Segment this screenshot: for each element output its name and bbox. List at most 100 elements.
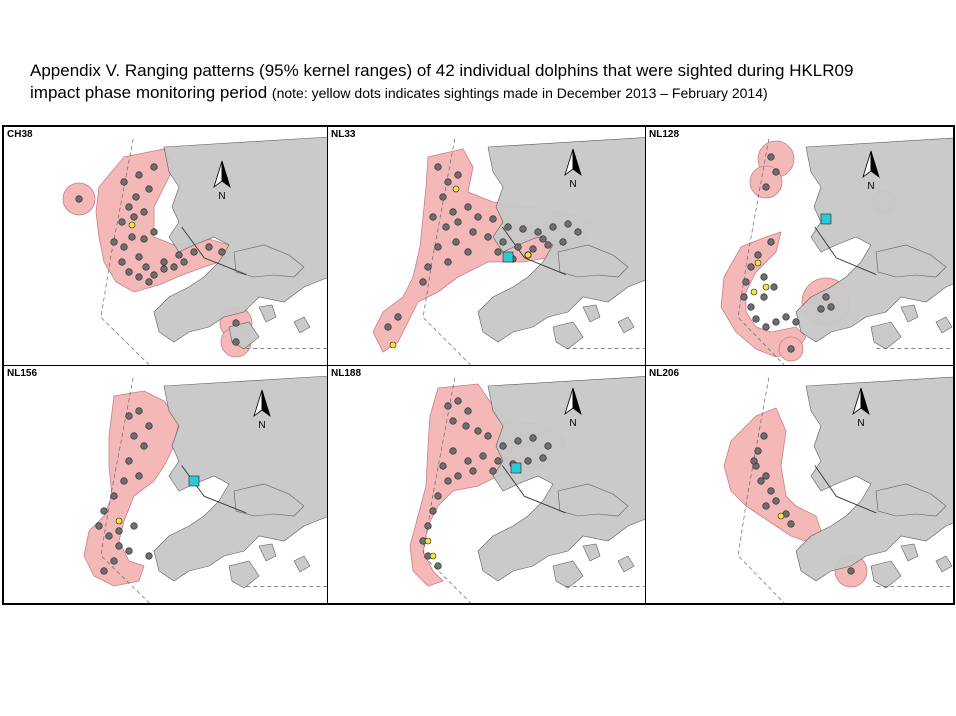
sighting-dot — [100, 567, 108, 575]
landmass — [875, 244, 947, 278]
bridge-line — [814, 226, 877, 275]
map-svg: N — [372, 137, 645, 365]
sighting-dot — [135, 171, 143, 179]
sighting-dot — [175, 251, 183, 259]
recent-sighting-dot — [524, 251, 532, 259]
sighting-dot — [449, 447, 457, 455]
sighting-dot — [762, 183, 770, 191]
north-label: N — [569, 418, 576, 429]
sighting-dot — [444, 477, 452, 485]
sighting-dot — [454, 218, 462, 226]
title-line-2: impact phase monitoring period (note: ye… — [30, 82, 930, 104]
sighting-dot — [474, 427, 482, 435]
sighting-layer — [75, 163, 240, 346]
sighting-dot — [452, 238, 460, 246]
sighting-dot — [454, 171, 462, 179]
north-arrow-right — [572, 148, 582, 177]
sighting-dot — [489, 215, 497, 223]
sighting-dot — [120, 178, 128, 186]
landmass — [233, 244, 305, 278]
sighting-dot — [110, 238, 118, 246]
landmass — [228, 560, 260, 589]
sighting-dot — [752, 315, 760, 323]
sighting-dot — [439, 193, 447, 201]
bridge-line — [501, 226, 566, 275]
sighting-dot — [469, 467, 477, 475]
sighting-dot — [574, 228, 582, 236]
north-arrow-icon: N — [852, 387, 870, 429]
sighting-dot — [767, 238, 775, 246]
north-arrow-right — [572, 387, 582, 416]
sighting-dot — [125, 457, 133, 465]
sighting-dot — [444, 258, 452, 266]
sighting-dot — [434, 163, 442, 171]
sighting-dot — [434, 562, 442, 570]
sighting-dot — [760, 432, 768, 440]
sighting-dot — [115, 527, 123, 535]
sighting-dot — [145, 185, 153, 193]
sighting-dot — [747, 263, 755, 271]
land-layer — [153, 136, 327, 350]
land-layer — [795, 137, 953, 350]
sighting-dot — [772, 318, 780, 326]
sighting-dot — [135, 273, 143, 281]
landmass — [582, 304, 601, 323]
landmass — [935, 555, 953, 573]
sighting-dot — [160, 265, 168, 273]
north-arrow-icon: N — [564, 387, 582, 429]
sighting-dot — [760, 273, 768, 281]
sighting-dot — [429, 507, 437, 515]
sighting-dot — [740, 293, 748, 301]
north-label: N — [867, 181, 874, 192]
sighting-dot — [499, 238, 507, 246]
panel-label: CH38 — [7, 129, 33, 140]
title-line-1: Appendix V. Ranging patterns (95% kernel… — [30, 61, 854, 80]
sighting-dot — [760, 293, 768, 301]
sighting-dot — [429, 213, 437, 221]
sighting-dot — [762, 502, 770, 510]
panel-label: NL188 — [331, 368, 362, 379]
sighting-dot — [125, 203, 133, 211]
map-panel-nl206: N NL206 — [645, 365, 954, 604]
landmass — [582, 543, 601, 562]
sighting-dot — [464, 203, 472, 211]
sighting-dot — [514, 243, 522, 251]
landmass — [795, 137, 953, 343]
sighting-dot — [539, 235, 547, 243]
north-arrow-icon: N — [862, 150, 880, 192]
sighting-dot — [110, 557, 118, 565]
sighting-dot — [118, 218, 126, 226]
sighting-dot — [95, 522, 103, 530]
sighting-layer — [95, 407, 153, 575]
sighting-dot — [442, 223, 450, 231]
sighting-dot — [150, 271, 158, 279]
sighting-dot — [484, 432, 492, 440]
site-marker — [820, 213, 832, 225]
recent-sighting-dot — [424, 537, 432, 545]
sighting-dot — [135, 472, 143, 480]
sighting-dot — [464, 407, 472, 415]
sighting-dot — [767, 153, 775, 161]
sighting-dot — [762, 472, 770, 480]
map-panel-nl128: N NL128 — [645, 126, 954, 366]
sighting-dot — [135, 253, 143, 261]
recent-sighting-dot — [429, 552, 437, 560]
sighting-layer — [740, 153, 835, 353]
sighting-dot — [464, 248, 472, 256]
sighting-dot — [434, 243, 442, 251]
bridge-line — [501, 465, 566, 514]
sighting-dot — [232, 338, 240, 346]
sighting-dot — [130, 522, 138, 530]
sighting-dot — [750, 457, 758, 465]
sighting-dot — [762, 323, 770, 331]
landmass — [258, 543, 277, 562]
sighting-dot — [754, 251, 762, 259]
sighting-dot — [564, 220, 572, 228]
sighting-dot — [544, 241, 552, 249]
landmass — [617, 555, 635, 573]
landmass — [935, 316, 953, 334]
sighting-dot — [817, 305, 825, 313]
landmass — [153, 136, 327, 343]
sighting-dot — [544, 442, 552, 450]
sighting-dot — [439, 462, 447, 470]
